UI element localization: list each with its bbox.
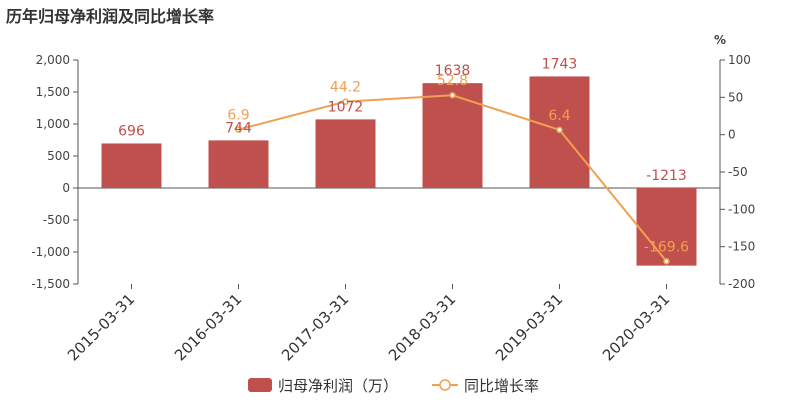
growth-rate-point xyxy=(663,258,670,265)
x-tick-label: 2019-03-31 xyxy=(492,290,566,364)
legend-bar-label: 归母净利润（万） xyxy=(278,377,398,395)
y-right-unit-label: % xyxy=(714,33,726,47)
chart-title: 历年归母净利润及同比增长率 xyxy=(6,7,215,26)
growth-rate-point xyxy=(235,126,242,133)
legend-bar-swatch xyxy=(248,378,272,392)
growth-rate-point xyxy=(449,91,456,99)
legend-line-marker xyxy=(439,379,451,391)
bar-data-label: 1743 xyxy=(542,56,578,72)
y-left-tick-label: -1,000 xyxy=(31,245,70,259)
bar-data-label: 1638 xyxy=(435,63,471,79)
legend-line-label: 同比增长率 xyxy=(464,377,539,395)
growth-rate-point xyxy=(556,126,563,134)
x-tick-label: 2018-03-31 xyxy=(385,290,459,364)
legend: 归母净利润（万） 同比增长率 xyxy=(248,377,539,395)
bar-data-label: 696 xyxy=(118,123,145,139)
y-right-tick-label: 100 xyxy=(728,53,751,67)
y-right-tick-label: -150 xyxy=(728,240,755,254)
y-right-tick-label: -50 xyxy=(728,165,748,179)
x-tick-label: 2020-03-31 xyxy=(599,290,673,364)
line-data-label: 44.2 xyxy=(330,80,361,96)
x-tick-label: 2015-03-31 xyxy=(64,290,138,364)
x-tick-label: 2017-03-31 xyxy=(278,290,352,364)
data-labels-group: 696 744 1072 1638 1743 -1213 6.9 44.2 52.8 6.4 -16… xyxy=(118,56,689,255)
bar-data-label: -1213 xyxy=(646,168,687,184)
y-left-tick-label: 0 xyxy=(62,181,70,195)
bar-data-label: 1072 xyxy=(328,99,364,115)
y-right-tick-label: 0 xyxy=(728,128,736,142)
line-data-label: 6.4 xyxy=(548,108,570,124)
bar xyxy=(208,140,269,188)
bar xyxy=(101,143,162,188)
line-data-label: 52.8 xyxy=(437,73,468,89)
bar xyxy=(315,119,376,188)
y-left-tick-label: 1,500 xyxy=(36,85,70,99)
y-left-tick-label: -1,500 xyxy=(31,277,70,291)
line-data-label: 6.9 xyxy=(227,108,249,124)
line-group xyxy=(235,91,670,265)
y-left-tick-label: 500 xyxy=(47,149,70,163)
y-left-tick-label: 1,000 xyxy=(36,117,70,131)
y-right-tick-label: -200 xyxy=(728,277,755,291)
y-right-tick-label: -100 xyxy=(728,202,755,216)
bars-group xyxy=(101,76,697,266)
growth-rate-point xyxy=(342,98,349,105)
bar xyxy=(422,83,483,188)
bar xyxy=(636,188,697,266)
bar-data-label: 744 xyxy=(225,120,252,136)
line-data-label: -169.6 xyxy=(644,239,689,255)
y-left-tick-label: -500 xyxy=(43,213,70,227)
y-right-tick-label: 50 xyxy=(728,90,743,104)
x-tick-label: 2016-03-31 xyxy=(171,290,245,364)
y-left-tick-label: 2,000 xyxy=(36,53,70,67)
